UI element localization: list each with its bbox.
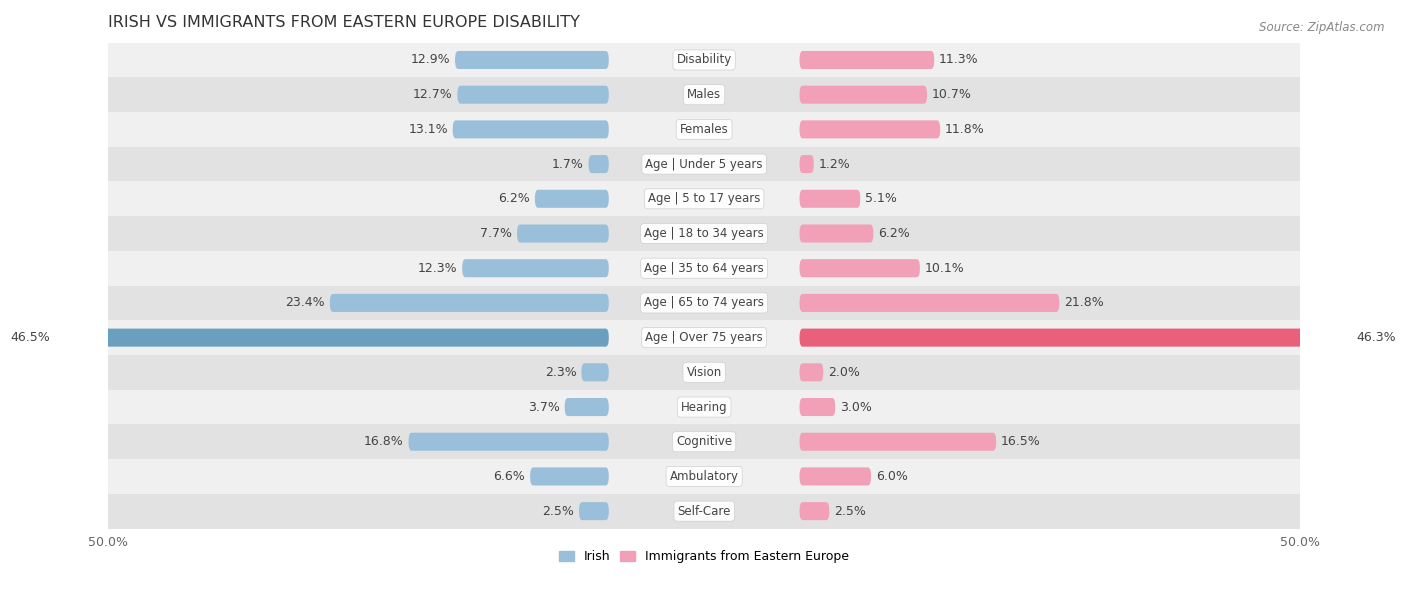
Text: Cognitive: Cognitive bbox=[676, 435, 733, 448]
Text: 6.0%: 6.0% bbox=[876, 470, 908, 483]
FancyBboxPatch shape bbox=[463, 259, 609, 277]
FancyBboxPatch shape bbox=[800, 294, 1059, 312]
FancyBboxPatch shape bbox=[800, 225, 873, 242]
Bar bbox=[108, 77, 1301, 112]
FancyBboxPatch shape bbox=[800, 51, 934, 69]
Bar bbox=[108, 251, 1301, 286]
Bar bbox=[108, 390, 1301, 424]
FancyBboxPatch shape bbox=[457, 86, 609, 103]
FancyBboxPatch shape bbox=[517, 225, 609, 242]
FancyBboxPatch shape bbox=[800, 86, 927, 103]
Text: 2.5%: 2.5% bbox=[834, 505, 866, 518]
Text: Age | 35 to 64 years: Age | 35 to 64 years bbox=[644, 262, 763, 275]
Text: 3.0%: 3.0% bbox=[839, 400, 872, 414]
FancyBboxPatch shape bbox=[534, 190, 609, 208]
Bar bbox=[108, 147, 1301, 181]
Text: Males: Males bbox=[688, 88, 721, 101]
Text: 46.5%: 46.5% bbox=[10, 331, 49, 344]
Text: Age | Over 75 years: Age | Over 75 years bbox=[645, 331, 763, 344]
Text: 13.1%: 13.1% bbox=[408, 123, 449, 136]
Bar bbox=[108, 355, 1301, 390]
Text: Age | Under 5 years: Age | Under 5 years bbox=[645, 158, 763, 171]
FancyBboxPatch shape bbox=[800, 190, 860, 208]
FancyBboxPatch shape bbox=[800, 121, 941, 138]
FancyBboxPatch shape bbox=[565, 398, 609, 416]
Legend: Irish, Immigrants from Eastern Europe: Irish, Immigrants from Eastern Europe bbox=[554, 545, 855, 568]
FancyBboxPatch shape bbox=[800, 468, 872, 485]
Text: 1.2%: 1.2% bbox=[818, 158, 851, 171]
FancyBboxPatch shape bbox=[330, 294, 609, 312]
FancyBboxPatch shape bbox=[530, 468, 609, 485]
Text: 2.0%: 2.0% bbox=[828, 366, 860, 379]
Text: Hearing: Hearing bbox=[681, 400, 727, 414]
Text: Disability: Disability bbox=[676, 53, 731, 67]
Text: 1.7%: 1.7% bbox=[553, 158, 583, 171]
FancyBboxPatch shape bbox=[800, 155, 814, 173]
Text: Age | 65 to 74 years: Age | 65 to 74 years bbox=[644, 296, 763, 310]
FancyBboxPatch shape bbox=[800, 398, 835, 416]
FancyBboxPatch shape bbox=[800, 329, 1351, 346]
Bar bbox=[108, 286, 1301, 320]
Text: 6.2%: 6.2% bbox=[498, 192, 530, 205]
Text: 12.7%: 12.7% bbox=[413, 88, 453, 101]
Text: 10.1%: 10.1% bbox=[925, 262, 965, 275]
FancyBboxPatch shape bbox=[55, 329, 609, 346]
FancyBboxPatch shape bbox=[456, 51, 609, 69]
FancyBboxPatch shape bbox=[800, 502, 830, 520]
Bar bbox=[108, 216, 1301, 251]
FancyBboxPatch shape bbox=[581, 364, 609, 381]
Bar bbox=[108, 320, 1301, 355]
Text: IRISH VS IMMIGRANTS FROM EASTERN EUROPE DISABILITY: IRISH VS IMMIGRANTS FROM EASTERN EUROPE … bbox=[108, 15, 581, 30]
Text: 2.3%: 2.3% bbox=[546, 366, 576, 379]
Text: Ambulatory: Ambulatory bbox=[669, 470, 738, 483]
Bar bbox=[108, 112, 1301, 147]
Bar bbox=[108, 181, 1301, 216]
Text: Age | 5 to 17 years: Age | 5 to 17 years bbox=[648, 192, 761, 205]
Text: 46.3%: 46.3% bbox=[1357, 331, 1396, 344]
Text: 6.6%: 6.6% bbox=[494, 470, 526, 483]
Text: 16.5%: 16.5% bbox=[1001, 435, 1040, 448]
Text: 21.8%: 21.8% bbox=[1064, 296, 1104, 310]
Text: 12.3%: 12.3% bbox=[418, 262, 457, 275]
Text: Females: Females bbox=[679, 123, 728, 136]
Text: 5.1%: 5.1% bbox=[865, 192, 897, 205]
Bar bbox=[108, 494, 1301, 529]
FancyBboxPatch shape bbox=[800, 259, 920, 277]
FancyBboxPatch shape bbox=[800, 364, 824, 381]
Text: 12.9%: 12.9% bbox=[411, 53, 450, 67]
Bar bbox=[108, 459, 1301, 494]
Text: Self-Care: Self-Care bbox=[678, 505, 731, 518]
Text: Vision: Vision bbox=[686, 366, 721, 379]
Text: 7.7%: 7.7% bbox=[481, 227, 512, 240]
Text: 3.7%: 3.7% bbox=[529, 400, 560, 414]
FancyBboxPatch shape bbox=[579, 502, 609, 520]
Bar bbox=[108, 43, 1301, 77]
Text: 2.5%: 2.5% bbox=[543, 505, 574, 518]
Text: 11.8%: 11.8% bbox=[945, 123, 984, 136]
FancyBboxPatch shape bbox=[800, 433, 997, 451]
FancyBboxPatch shape bbox=[409, 433, 609, 451]
Text: 10.7%: 10.7% bbox=[932, 88, 972, 101]
Bar bbox=[108, 424, 1301, 459]
Text: 16.8%: 16.8% bbox=[364, 435, 404, 448]
Text: 11.3%: 11.3% bbox=[939, 53, 979, 67]
Text: Source: ZipAtlas.com: Source: ZipAtlas.com bbox=[1260, 21, 1385, 34]
FancyBboxPatch shape bbox=[453, 121, 609, 138]
FancyBboxPatch shape bbox=[589, 155, 609, 173]
Text: 6.2%: 6.2% bbox=[879, 227, 910, 240]
Text: Age | 18 to 34 years: Age | 18 to 34 years bbox=[644, 227, 763, 240]
Text: 23.4%: 23.4% bbox=[285, 296, 325, 310]
